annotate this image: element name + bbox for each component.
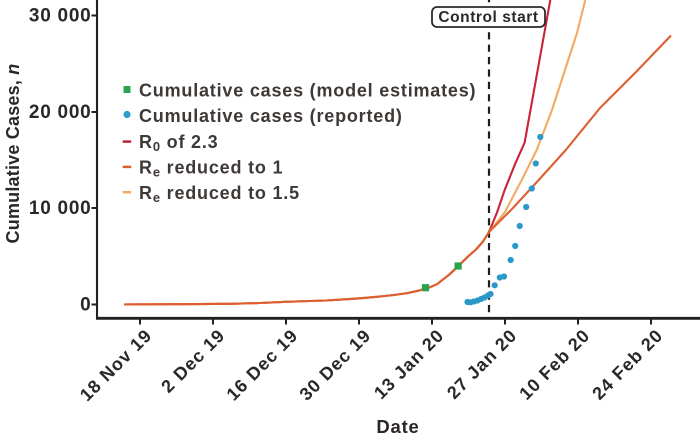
svg-text:24 Feb 20: 24 Feb 20 bbox=[588, 325, 667, 404]
svg-text:Re reduced to 1.5: Re reduced to 1.5 bbox=[139, 183, 300, 205]
svg-text:R0 of 2.3: R0 of 2.3 bbox=[139, 132, 218, 154]
svg-text:Cumulative cases (model estima: Cumulative cases (model estimates) bbox=[139, 80, 476, 100]
svg-text:2 Dec 19: 2 Dec 19 bbox=[157, 325, 228, 396]
svg-text:30 Dec 19: 30 Dec 19 bbox=[296, 325, 375, 404]
svg-text:30 000: 30 000 bbox=[29, 6, 92, 27]
svg-text:16 Dec 19: 16 Dec 19 bbox=[223, 325, 302, 404]
svg-text:0: 0 bbox=[80, 295, 91, 316]
svg-text:10 Feb 20: 10 Feb 20 bbox=[515, 325, 594, 404]
svg-text:27 Jan 20: 27 Jan 20 bbox=[443, 325, 521, 403]
svg-text:10 000: 10 000 bbox=[29, 198, 92, 219]
svg-text:20 000: 20 000 bbox=[29, 102, 92, 123]
svg-text:18 Nov 19: 18 Nov 19 bbox=[76, 325, 156, 405]
svg-text:13 Jan 20: 13 Jan 20 bbox=[370, 325, 448, 403]
svg-text:Date: Date bbox=[376, 416, 419, 437]
svg-text:Cumulative cases (reported): Cumulative cases (reported) bbox=[139, 106, 403, 126]
svg-text:Control start: Control start bbox=[438, 9, 538, 26]
svg-text:Re reduced to 1: Re reduced to 1 bbox=[139, 157, 283, 179]
svg-text:Cumulative Cases, n: Cumulative Cases, n bbox=[3, 64, 23, 244]
